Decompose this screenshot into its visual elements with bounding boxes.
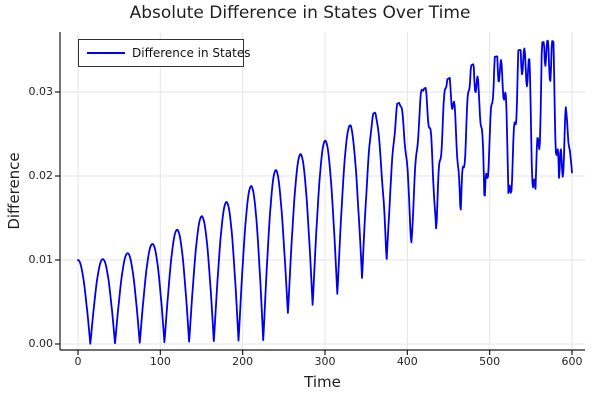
y-tick-label: 0.00 <box>28 337 54 350</box>
x-axis-label: Time <box>304 373 341 391</box>
chart-title: Absolute Difference in States Over Time <box>129 3 471 23</box>
y-tick-label: 0.02 <box>28 169 54 182</box>
x-tick-label: 300 <box>314 355 336 368</box>
y-tick-label: 0.01 <box>28 253 54 266</box>
x-tick-label: 600 <box>561 355 583 368</box>
legend-line-sample-icon <box>87 52 125 54</box>
y-tick-label: 0.03 <box>28 85 54 98</box>
legend-label: Difference in States <box>132 46 251 60</box>
x-tick-label: 100 <box>149 355 171 368</box>
x-tick-label: 400 <box>396 355 418 368</box>
y-axis-label: Difference <box>5 152 23 230</box>
legend: Difference in States <box>78 39 250 67</box>
series-line <box>77 39 573 345</box>
x-tick-label: 200 <box>232 355 254 368</box>
x-tick-label: 500 <box>479 355 501 368</box>
x-tick-label: 0 <box>74 355 82 368</box>
